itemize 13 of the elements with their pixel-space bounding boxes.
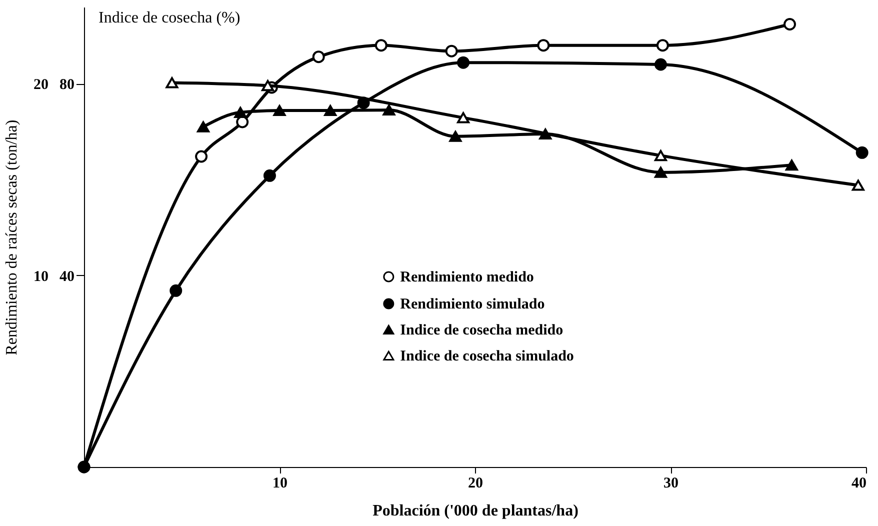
y2-tick-label: 40 xyxy=(60,268,74,285)
x-tick-label: 20 xyxy=(468,476,483,492)
legend-label: Rendimiento medido xyxy=(400,270,534,286)
y2-axis-title: Indice de cosecha (%) xyxy=(98,10,240,26)
x-tick-label: 30 xyxy=(664,476,678,492)
y-axis-title: Rendimiento de raíces secas (ton/ha) xyxy=(4,120,20,356)
x-tick-label: 40 xyxy=(852,476,866,492)
legend-label: Indice de cosecha medido xyxy=(400,322,564,339)
x-axis-title: Población ('000 de plantas/ha) xyxy=(372,502,578,520)
x-tick-label: 10 xyxy=(272,476,288,492)
y2-tick-label: 80 xyxy=(60,77,74,94)
legend-label: Rendimiento simulado xyxy=(400,296,545,313)
legend-label: Indice de cosecha simulado xyxy=(400,348,574,365)
